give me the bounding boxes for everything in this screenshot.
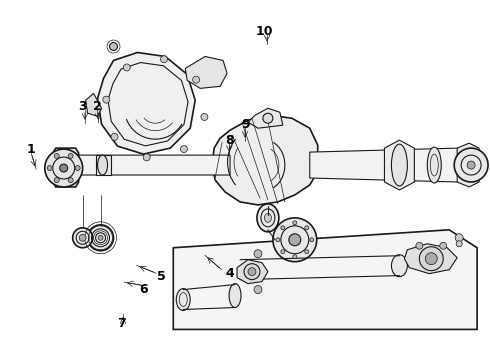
- Circle shape: [276, 238, 280, 242]
- Ellipse shape: [392, 144, 407, 186]
- Circle shape: [456, 241, 462, 247]
- Circle shape: [60, 164, 68, 172]
- Circle shape: [273, 218, 317, 262]
- Circle shape: [416, 242, 423, 249]
- Polygon shape: [404, 244, 457, 274]
- Polygon shape: [248, 108, 283, 128]
- Circle shape: [244, 264, 260, 280]
- Text: 6: 6: [139, 283, 148, 296]
- Ellipse shape: [427, 147, 441, 183]
- Circle shape: [419, 247, 443, 271]
- Circle shape: [248, 268, 256, 276]
- Ellipse shape: [79, 234, 86, 241]
- Polygon shape: [173, 230, 477, 329]
- Polygon shape: [385, 140, 415, 190]
- Circle shape: [180, 145, 187, 153]
- Circle shape: [75, 166, 80, 171]
- Ellipse shape: [98, 235, 103, 240]
- Ellipse shape: [176, 289, 190, 310]
- Ellipse shape: [265, 213, 271, 222]
- Circle shape: [454, 148, 488, 182]
- Circle shape: [305, 226, 309, 230]
- Circle shape: [103, 96, 110, 103]
- Circle shape: [111, 133, 118, 140]
- Text: 5: 5: [157, 270, 166, 283]
- Circle shape: [254, 285, 262, 293]
- Circle shape: [68, 177, 73, 183]
- Polygon shape: [457, 143, 479, 187]
- Circle shape: [467, 161, 475, 169]
- Circle shape: [263, 113, 273, 123]
- Polygon shape: [212, 115, 318, 205]
- Circle shape: [110, 42, 118, 50]
- Circle shape: [254, 250, 262, 258]
- Circle shape: [54, 177, 59, 183]
- Ellipse shape: [88, 225, 114, 251]
- Circle shape: [201, 113, 208, 120]
- Text: 2: 2: [93, 100, 102, 113]
- Circle shape: [289, 234, 301, 246]
- Ellipse shape: [229, 284, 241, 307]
- Text: 7: 7: [118, 317, 126, 330]
- Circle shape: [293, 221, 297, 225]
- Circle shape: [143, 154, 150, 161]
- Circle shape: [193, 76, 199, 83]
- Polygon shape: [237, 260, 268, 284]
- Text: 1: 1: [27, 143, 36, 156]
- Circle shape: [123, 64, 130, 71]
- Text: 8: 8: [225, 134, 234, 147]
- Circle shape: [161, 56, 168, 63]
- Polygon shape: [185, 57, 227, 88]
- Circle shape: [281, 250, 285, 254]
- Circle shape: [425, 253, 437, 265]
- Text: 10: 10: [256, 25, 273, 38]
- Circle shape: [305, 250, 309, 254]
- Circle shape: [310, 238, 314, 242]
- Circle shape: [281, 226, 285, 230]
- Polygon shape: [86, 93, 101, 116]
- Polygon shape: [310, 148, 464, 182]
- Ellipse shape: [392, 255, 407, 276]
- Circle shape: [45, 149, 83, 187]
- Circle shape: [455, 234, 463, 242]
- Polygon shape: [98, 53, 195, 154]
- Circle shape: [440, 242, 447, 249]
- Ellipse shape: [98, 155, 107, 175]
- Ellipse shape: [73, 228, 93, 248]
- Polygon shape: [96, 155, 111, 175]
- Polygon shape: [63, 155, 230, 175]
- Polygon shape: [53, 148, 78, 187]
- Text: 3: 3: [78, 100, 87, 113]
- Circle shape: [54, 153, 59, 158]
- Circle shape: [47, 166, 52, 171]
- Circle shape: [293, 255, 297, 259]
- Text: 4: 4: [225, 267, 234, 280]
- Circle shape: [68, 153, 73, 158]
- Text: 9: 9: [242, 118, 250, 131]
- Ellipse shape: [257, 204, 279, 232]
